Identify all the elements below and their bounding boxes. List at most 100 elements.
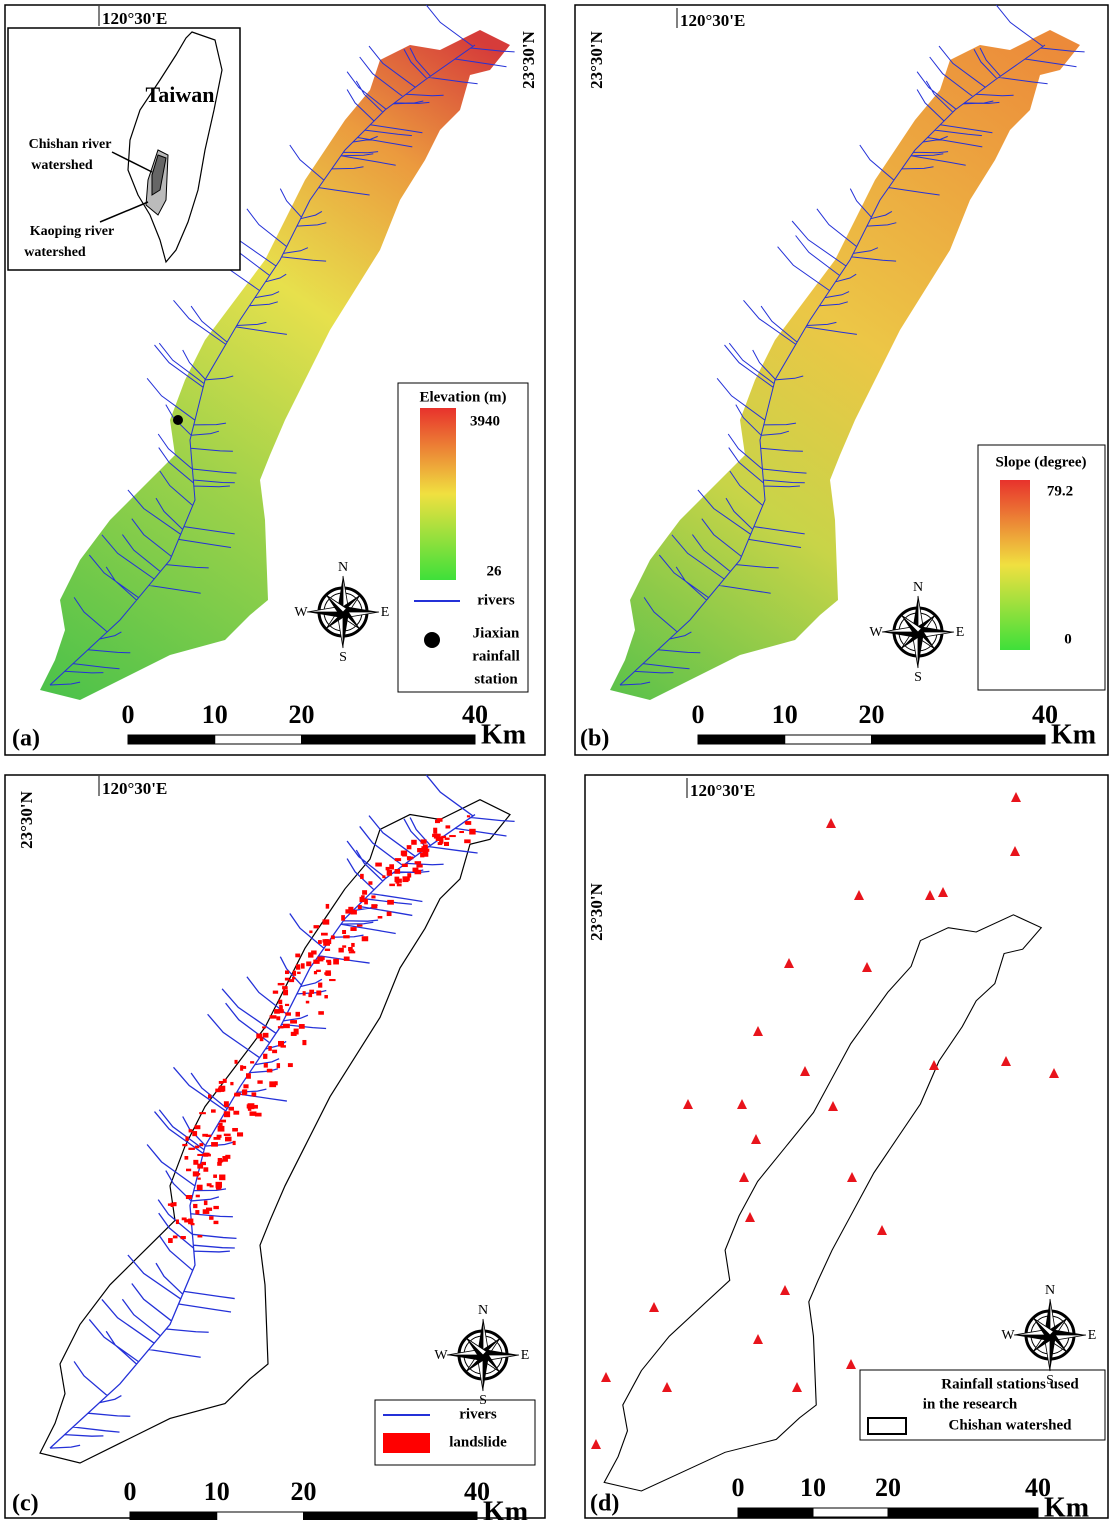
landslide bbox=[199, 1112, 206, 1115]
landslide bbox=[205, 1134, 212, 1138]
landslide bbox=[223, 1111, 231, 1118]
landslide bbox=[406, 845, 412, 850]
landslide bbox=[414, 869, 422, 875]
landslide bbox=[215, 1181, 222, 1188]
landslide bbox=[211, 1142, 218, 1147]
watershed-map bbox=[40, 4, 515, 700]
landslide bbox=[368, 881, 373, 885]
landslide bbox=[293, 1028, 299, 1035]
landslide bbox=[184, 1156, 189, 1160]
landslide bbox=[327, 961, 332, 966]
legend-min: 26 bbox=[487, 563, 503, 579]
landslide bbox=[182, 1143, 188, 1147]
landslide bbox=[272, 990, 279, 994]
legend-min: 0 bbox=[1064, 631, 1072, 647]
landslide bbox=[278, 1040, 285, 1047]
compass-label: S bbox=[339, 650, 347, 665]
landslide bbox=[194, 1145, 200, 1149]
landslide bbox=[375, 862, 382, 867]
landslide bbox=[444, 841, 450, 847]
compass-point bbox=[901, 615, 918, 636]
landslide bbox=[197, 1177, 201, 1180]
landslide bbox=[184, 1219, 190, 1223]
landslide bbox=[241, 1089, 247, 1096]
scale-bar-unit: Km bbox=[481, 719, 526, 750]
landslide bbox=[411, 839, 417, 845]
legend-label: rainfall bbox=[472, 648, 520, 664]
landslide bbox=[396, 883, 402, 887]
legend-label: rivers bbox=[477, 592, 515, 608]
panel-label: (d) bbox=[590, 1491, 619, 1517]
landslide bbox=[298, 1024, 305, 1029]
landslide bbox=[180, 1235, 186, 1240]
legend-station-dot bbox=[424, 632, 440, 648]
landslide bbox=[439, 838, 443, 843]
watershed-map bbox=[603, 914, 1043, 1492]
legend-box bbox=[977, 444, 1106, 691]
colorbar bbox=[1000, 480, 1030, 650]
landslide bbox=[464, 839, 471, 844]
landslide bbox=[192, 1171, 199, 1177]
watershed-map bbox=[39, 774, 515, 1464]
scale-bar-label: 40 bbox=[462, 700, 488, 729]
landslide bbox=[402, 876, 409, 883]
landslide bbox=[262, 1032, 269, 1038]
compass-point bbox=[483, 1355, 489, 1391]
landslide bbox=[302, 1039, 307, 1046]
landslide bbox=[441, 835, 447, 839]
landslide bbox=[341, 915, 345, 921]
landslide bbox=[278, 999, 283, 1005]
scale-bar-segment bbox=[784, 734, 872, 745]
landslide bbox=[197, 1153, 204, 1156]
landslide bbox=[240, 1065, 244, 1071]
legend-landslide-swatch bbox=[383, 1433, 430, 1453]
landslide bbox=[242, 1065, 247, 1069]
landslide bbox=[361, 895, 365, 900]
landslide bbox=[234, 1092, 241, 1096]
legend-label: landslide bbox=[449, 1434, 507, 1450]
landslide bbox=[422, 850, 429, 857]
watershed-map bbox=[610, 4, 1085, 700]
legend-label: Chishan watershed bbox=[949, 1417, 1073, 1433]
rainfall-station bbox=[938, 887, 948, 897]
landslide bbox=[300, 963, 305, 969]
landslide bbox=[185, 1136, 189, 1141]
landslide bbox=[433, 827, 438, 834]
compass-label: W bbox=[294, 605, 308, 620]
scale-bar-label: 10 bbox=[202, 700, 228, 729]
rainfall-station bbox=[753, 1026, 763, 1036]
landslide bbox=[422, 844, 428, 850]
longitude-label: 120°30'E bbox=[102, 9, 167, 28]
panel-frame bbox=[574, 4, 1109, 756]
landslide bbox=[206, 1207, 213, 1211]
landslide bbox=[188, 1218, 194, 1225]
landslide bbox=[181, 1217, 187, 1221]
landslide bbox=[218, 1080, 224, 1084]
landslide bbox=[306, 961, 312, 967]
rivers bbox=[619, 4, 1085, 686]
landslide bbox=[277, 982, 285, 986]
landslide bbox=[268, 1046, 272, 1051]
landslide bbox=[209, 1216, 214, 1220]
landslide bbox=[274, 1009, 280, 1014]
compass-label: E bbox=[1088, 1328, 1097, 1343]
landslide bbox=[401, 863, 408, 868]
station-dot bbox=[173, 415, 183, 425]
landslide bbox=[295, 964, 301, 970]
legend-max: 79.2 bbox=[1047, 483, 1073, 499]
landslide bbox=[219, 1174, 226, 1181]
compass-label: E bbox=[956, 625, 965, 640]
legend-box bbox=[397, 382, 529, 693]
panel-frame bbox=[584, 774, 1109, 1519]
landslide bbox=[247, 1103, 255, 1110]
landslide bbox=[313, 959, 320, 964]
rainfall-station bbox=[739, 1172, 749, 1182]
scale-bar-segment bbox=[812, 1507, 889, 1518]
rainfall-station bbox=[649, 1302, 659, 1312]
landslide bbox=[356, 924, 363, 927]
landslide bbox=[203, 1167, 209, 1172]
landslide bbox=[309, 989, 315, 994]
landslide bbox=[297, 971, 301, 975]
landslide bbox=[276, 1016, 281, 1021]
